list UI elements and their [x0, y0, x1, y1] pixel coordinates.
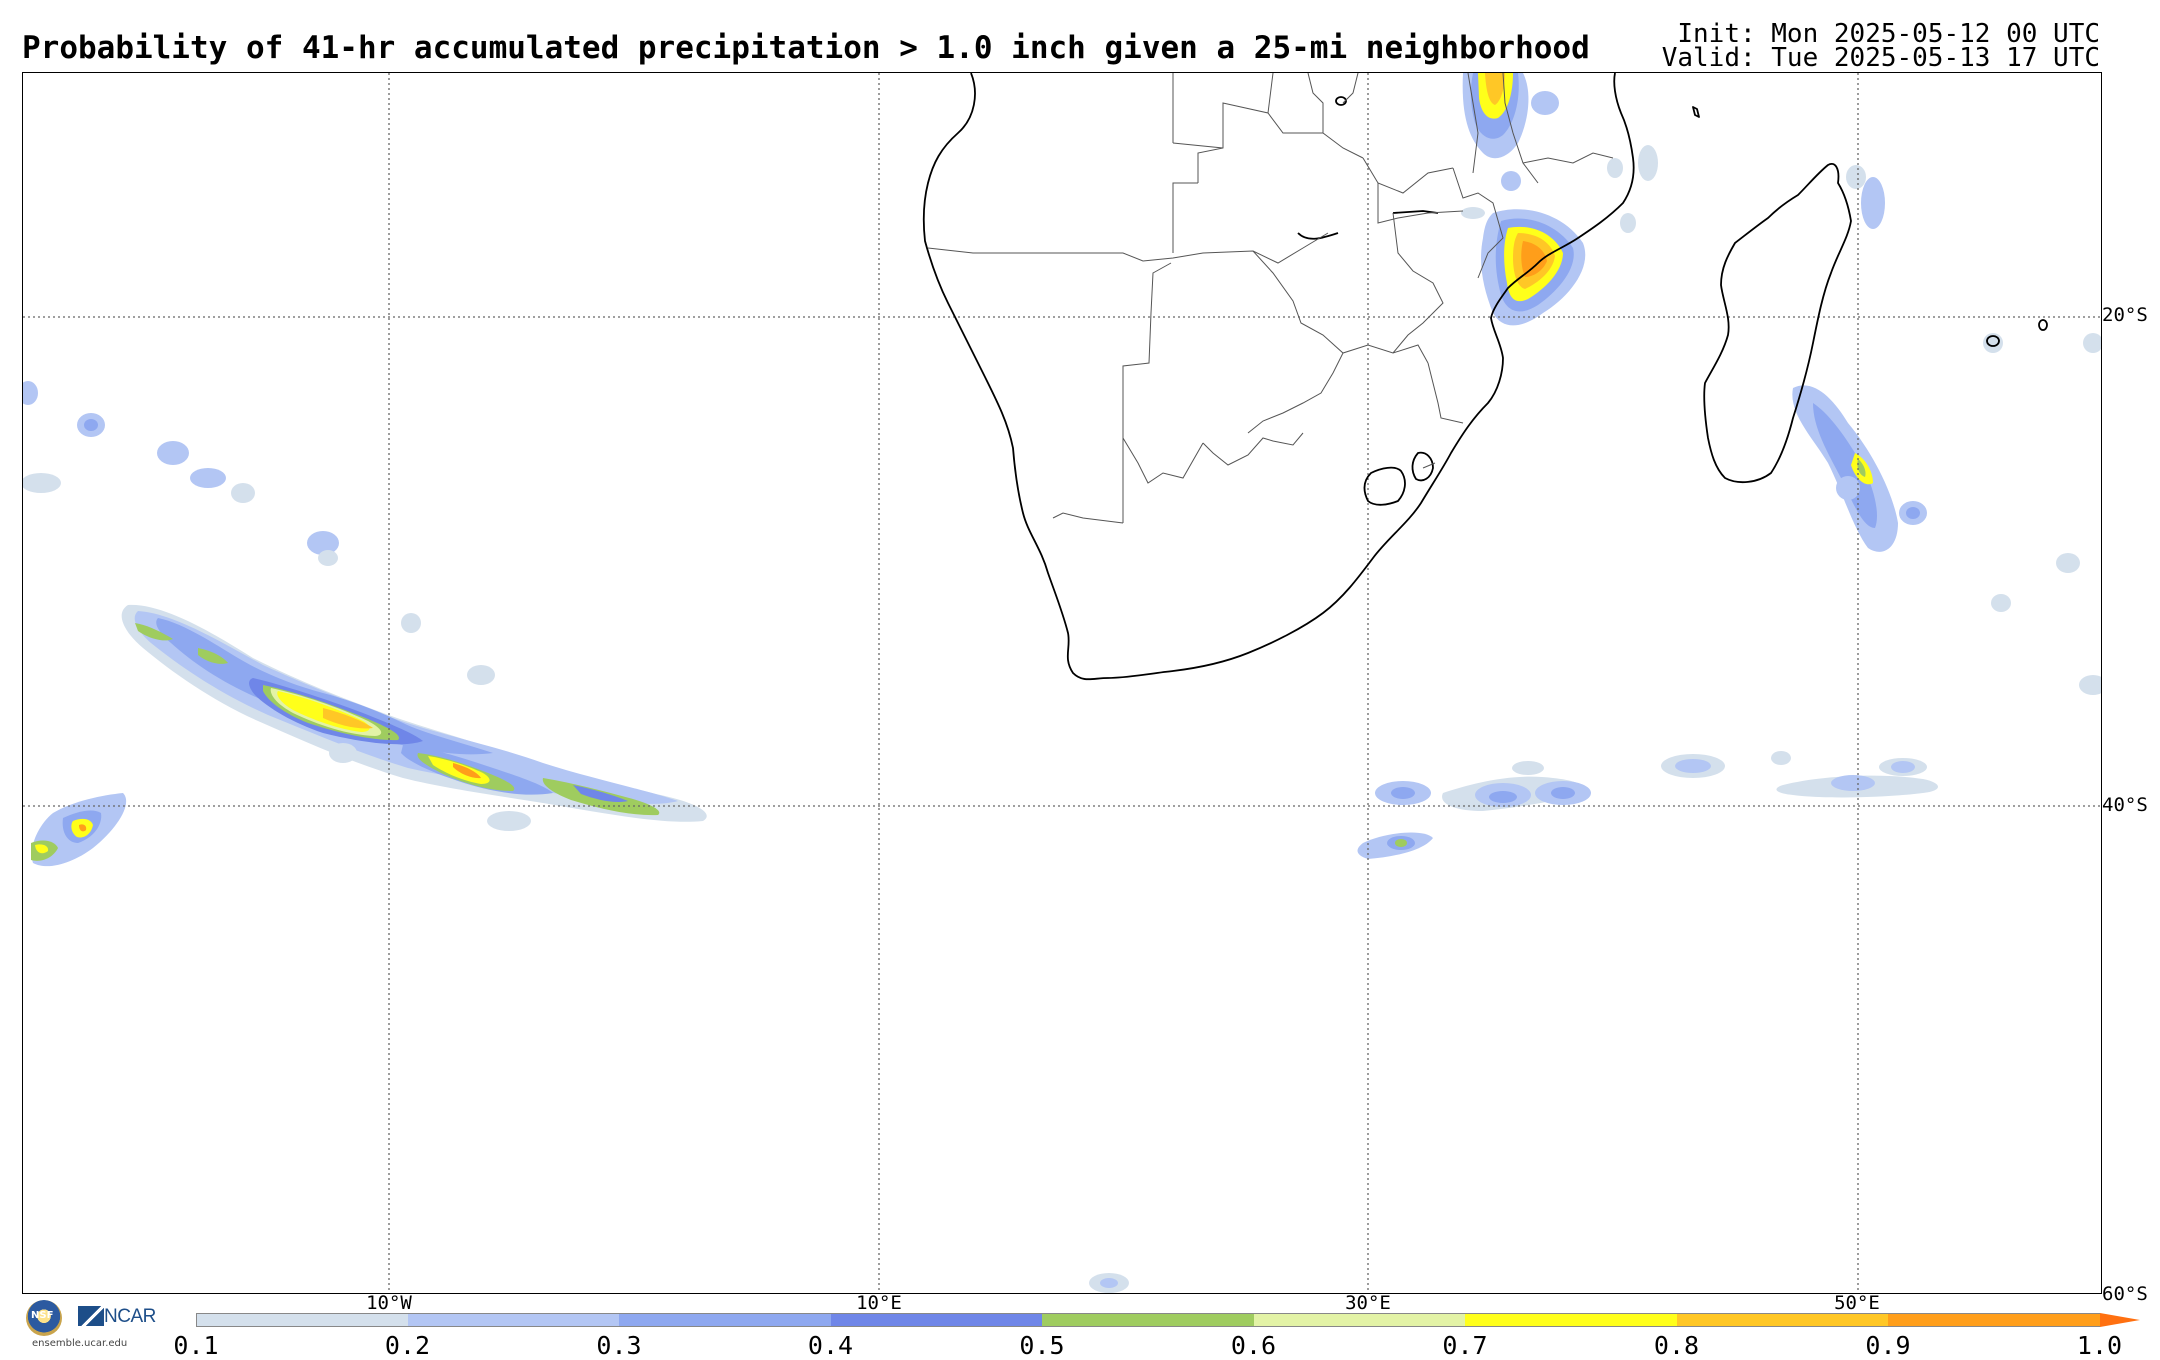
logos: NSF NCAR ensemble.ucar.edu [22, 1298, 158, 1354]
colorbar-segment [1676, 1313, 1888, 1327]
site-url: ensemble.ucar.edu [32, 1338, 128, 1349]
colorbar-extend-arrow [2099, 1313, 2140, 1327]
country-borders [927, 73, 1614, 524]
lon-label-10e: 10°E [856, 1292, 902, 1314]
colorbar-tick-label: 0.2 [384, 1331, 431, 1360]
nsf-logo-icon [26, 1300, 62, 1336]
colorbar-segment [1253, 1313, 1465, 1327]
colorbar-tick-label: 0.1 [173, 1331, 219, 1360]
nsf-logo-text: NSF [31, 1310, 54, 1321]
lon-label-50e: 50°E [1834, 1292, 1880, 1314]
map-panel [22, 72, 2102, 1294]
ncar-logo-text: NCAR [104, 1306, 156, 1327]
colorbar-segment [1042, 1313, 1254, 1327]
time-block: Init: Mon 2025-05-12 00 UTC Valid: Tue 2… [1661, 19, 2100, 73]
colorbar-tick-label: 0.6 [1230, 1331, 1277, 1360]
lat-label-20s: 20°S [2102, 304, 2148, 326]
colorbar-tick-label: 0.3 [596, 1331, 642, 1360]
colorbar-segment [830, 1313, 1042, 1327]
colorbar-tick-label: 1.0 [2076, 1331, 2123, 1360]
colorbar-tick-label: 0.9 [1865, 1331, 1911, 1360]
colorbar-tick-label: 0.5 [1019, 1331, 1065, 1360]
colorbar-segment [407, 1313, 619, 1327]
precip-field [23, 73, 2101, 1293]
valid-time: Valid: Tue 2025-05-13 17 UTC [1661, 43, 2100, 73]
gridlines [23, 73, 2101, 1293]
coastlines [922, 73, 2048, 681]
lon-label-10w: 10°W [366, 1292, 412, 1314]
lon-label-30e: 30°E [1345, 1292, 1391, 1314]
colorbar-tick-label: 0.7 [1442, 1331, 1488, 1360]
map-canvas [23, 73, 2101, 1293]
init-time: Init: Mon 2025-05-12 00 UTC [1677, 19, 2100, 49]
map-title: Probability of 41-hr accumulated precipi… [22, 30, 1590, 66]
colorbar-segment [1888, 1313, 2100, 1327]
colorbar-tick-label: 0.4 [807, 1331, 854, 1360]
lat-label-60s: 60°S [2102, 1283, 2148, 1305]
colorbar-tick-label: 0.8 [1653, 1331, 1700, 1360]
colorbar-segment [1465, 1313, 1677, 1327]
colorbar-segment [196, 1313, 408, 1327]
colorbar-segment [619, 1313, 831, 1327]
ncar-logo-icon [78, 1306, 104, 1326]
lat-label-40s: 40°S [2102, 794, 2148, 816]
